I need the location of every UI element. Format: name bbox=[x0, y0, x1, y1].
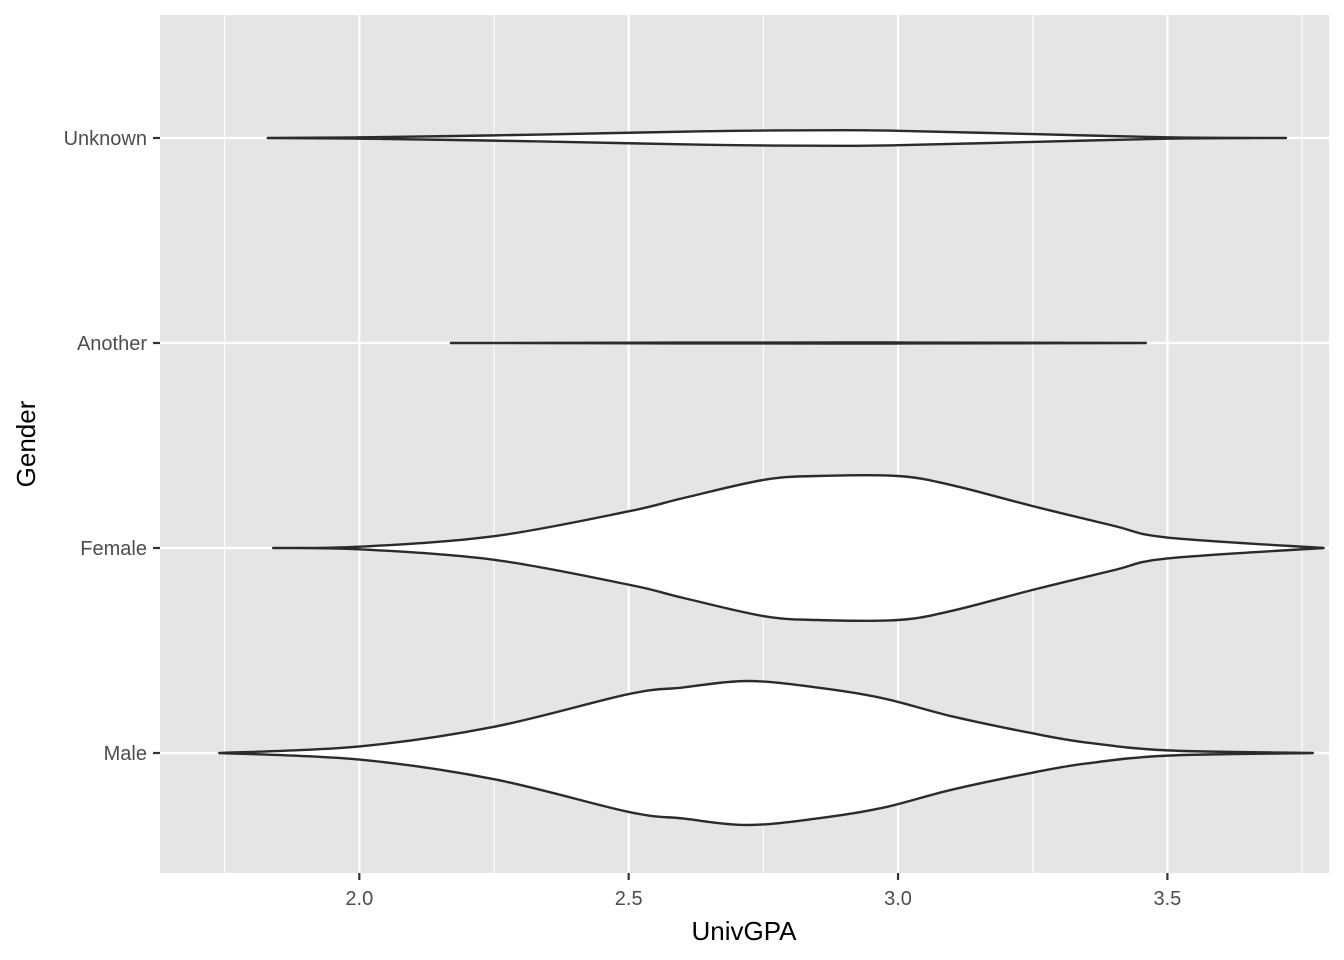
violin-male bbox=[218, 679, 1315, 827]
x-tick-label: 3.5 bbox=[1153, 888, 1181, 910]
y-tick-label: Another bbox=[77, 333, 147, 355]
x-tick-label: 2.0 bbox=[345, 888, 373, 910]
violin-unknown bbox=[266, 128, 1288, 148]
violin-female bbox=[271, 473, 1325, 623]
violins bbox=[218, 128, 1325, 827]
x-tick-label: 3.0 bbox=[884, 888, 912, 910]
y-tick-label: Unknown bbox=[64, 128, 147, 150]
axis-ticks: 2.0 2.5 3.0 3.5 Male Female Another Unknown bbox=[64, 128, 1182, 910]
violin-another bbox=[449, 341, 1148, 345]
y-tick-label: Male bbox=[104, 743, 147, 765]
x-axis-title: UnivGPA bbox=[692, 916, 798, 946]
y-axis-title: Gender bbox=[11, 400, 41, 487]
x-tick-label: 2.5 bbox=[615, 888, 643, 910]
y-tick-label: Female bbox=[80, 538, 147, 560]
